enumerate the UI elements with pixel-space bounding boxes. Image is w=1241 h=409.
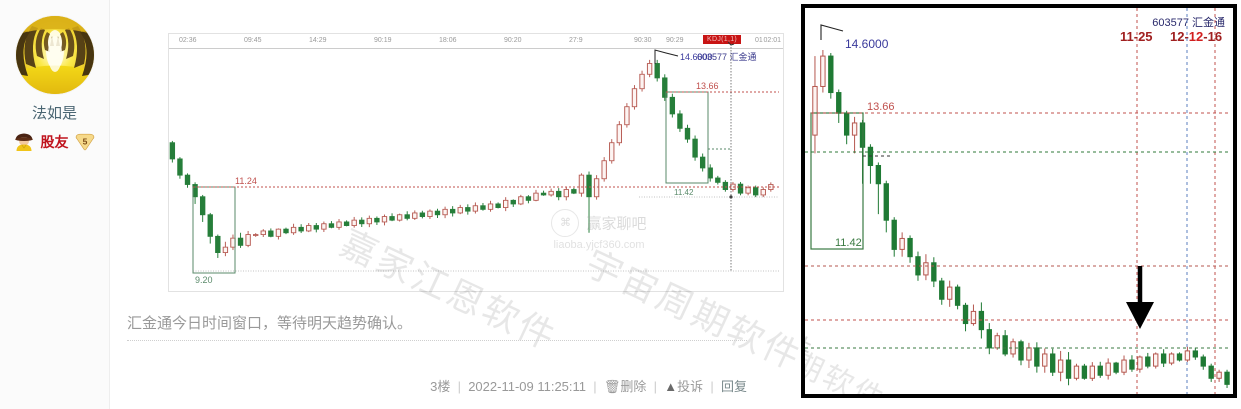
svg-text:11.42: 11.42: [835, 237, 862, 249]
svg-text:11.42: 11.42: [674, 188, 694, 197]
svg-text:9.20: 9.20: [195, 275, 213, 285]
svg-text:13.66: 13.66: [867, 101, 895, 113]
svg-text:14.6000: 14.6000: [680, 52, 713, 62]
svg-text:13.66: 13.66: [696, 81, 719, 91]
svg-text:5: 5: [83, 137, 88, 147]
svg-text:11.24: 11.24: [235, 176, 257, 186]
svg-text:14.6000: 14.6000: [845, 37, 889, 51]
